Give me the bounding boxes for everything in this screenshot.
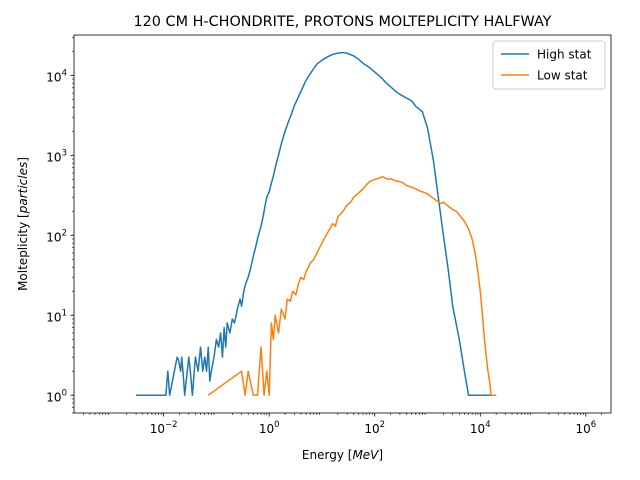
legend: High stat Low stat <box>492 40 606 90</box>
y-tick-label: 103 <box>46 148 67 164</box>
legend-label-1: High stat <box>537 48 592 62</box>
x-tick-label: 106 <box>575 420 596 436</box>
y-tick-label: 100 <box>46 388 67 404</box>
x-tick-label: 100 <box>259 420 280 436</box>
y-axis-ticks: 100 101 102 103 104 <box>46 36 74 414</box>
x-tick-label: 104 <box>470 420 491 436</box>
y-tick-label: 104 <box>46 68 67 84</box>
legend-label-2: Low stat <box>537 69 588 83</box>
legend-box <box>492 40 606 90</box>
series-group <box>136 51 497 397</box>
x-axis-label: Energy [MeV] <box>302 448 383 462</box>
y-tick-label: 101 <box>46 308 67 324</box>
x-tick-label: 102 <box>364 420 385 436</box>
y-axis-label: Molteplicity [particles] <box>16 157 30 291</box>
axes-frame <box>73 34 612 414</box>
series-line-1 <box>136 51 497 397</box>
x-axis-ticks: 10−2 100 102 104 106 <box>82 413 603 436</box>
series-line-2 <box>207 176 497 397</box>
x-tick-label: 10−2 <box>150 420 178 436</box>
y-tick-label: 102 <box>46 228 67 244</box>
chart-title: 120 CM H-CHONDRITE, PROTONS MOLTEPLICITY… <box>134 14 552 30</box>
